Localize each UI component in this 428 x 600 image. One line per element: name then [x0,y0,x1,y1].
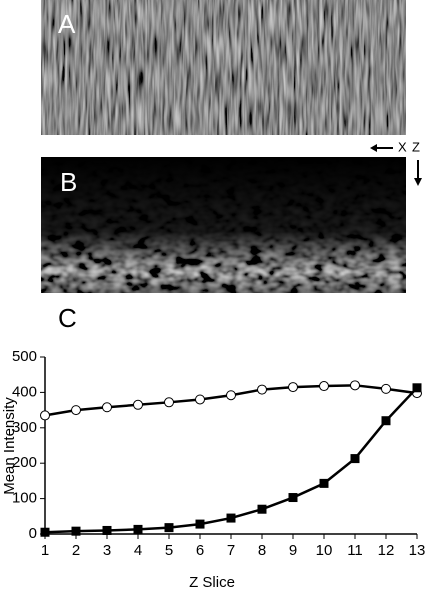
x-tick-label: 11 [347,542,363,559]
x-tick-label: 12 [378,542,395,559]
data-point [226,513,236,523]
data-point [412,383,422,393]
x-tick-label: 13 [409,542,426,559]
y-tick-label: 400 [12,383,37,400]
data-point [133,399,143,410]
data-point [288,493,298,503]
data-point [319,478,329,488]
data-point [195,394,205,405]
x-tick-label: 6 [196,542,204,559]
panel-label: B [60,167,77,197]
data-point [257,504,267,514]
panel-label: C [58,303,77,333]
y-axis-label: Mean Intensity [1,397,18,495]
x-tick-label: 1 [41,542,49,559]
series-line [44,386,418,534]
data-point [164,523,174,533]
x-axis-label: Z Slice [189,574,235,591]
data-point [133,524,143,534]
data-point [257,384,267,395]
data-point [381,383,391,394]
data-point [381,416,391,426]
data-point [226,390,236,401]
axis-indicator: X Z [370,139,422,186]
data-point [288,382,298,393]
data-point [195,519,205,529]
y-tick-label: 500 [12,348,37,365]
data-point [102,402,112,413]
x-tick-label: 9 [289,542,297,559]
image-b [41,157,406,293]
data-point [71,405,81,416]
axis-indicator-label: Z [412,139,420,154]
x-tick-label: 2 [72,542,80,559]
y-tick-label: 0 [29,525,37,542]
data-point [40,410,50,421]
y-tick-label: 200 [12,454,37,471]
x-tick-label: 3 [103,542,111,559]
data-point [40,527,50,537]
y-tick-label: 300 [12,419,37,436]
data-point [164,397,174,408]
x-tick-label: 8 [258,542,266,559]
series-line [44,384,418,417]
x-tick-label: 7 [227,542,235,559]
image-a [41,0,406,135]
x-tick-label: 5 [165,542,173,559]
data-point [350,380,360,391]
data-point [319,381,329,392]
data-point [350,454,360,464]
data-point [71,526,81,536]
panel-label: A [58,9,76,39]
axis-indicator-label: X [398,139,407,154]
data-point [102,525,112,535]
x-tick-label: 4 [134,542,142,559]
y-tick-label: 100 [12,490,37,507]
x-tick-label: 10 [316,542,333,559]
